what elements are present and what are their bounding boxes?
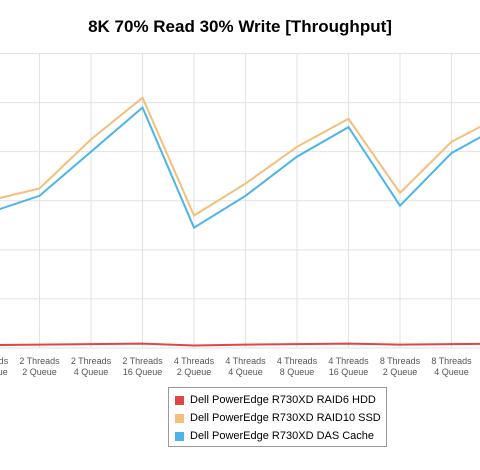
x-tick-label: 8 Threads 2 Queue: [380, 356, 421, 377]
series-line-0: [0, 342, 480, 347]
legend-label: Dell PowerEdge R730XD RAID6 HDD: [190, 394, 376, 406]
legend-swatch: [175, 413, 184, 423]
legend-label: Dell PowerEdge R730XD RAID10 SSD: [190, 412, 381, 424]
legend-swatch: [175, 395, 184, 405]
legend-label: Dell PowerEdge R730XD DAS Cache: [190, 430, 375, 442]
series-line-1: [0, 96, 480, 217]
x-tick-label: 4 Threads 8 Queue: [277, 356, 318, 377]
chart-title: 8K 70% Read 30% Write [Throughput]: [88, 17, 392, 36]
legend-item-0: Dell PowerEdge R730XD RAID6 HDD: [175, 391, 386, 409]
x-tick-label: 2 Threads 4 Queue: [71, 356, 112, 377]
legend-swatch: [175, 431, 184, 441]
x-tick-label: 4 Threads 2 Queue: [174, 356, 215, 377]
series-line-2: [0, 105, 480, 230]
x-tick-label: 8 Threads 4 Queue: [431, 356, 472, 377]
x-tick-label: 4 Threads 16 Queue: [328, 356, 369, 377]
legend-item-1: Dell PowerEdge R730XD RAID10 SSD: [175, 409, 386, 427]
grid-lines: [0, 53, 480, 349]
x-tick-label: 2 Threads 16 Queue: [122, 356, 163, 377]
series-lines: [0, 96, 480, 347]
x-tick-label: 2 Threads 2 Queue: [19, 356, 60, 377]
legend-item-2: Dell PowerEdge R730XD DAS Cache: [175, 427, 386, 445]
x-tick-label: 4 Threads 4 Queue: [225, 356, 266, 377]
legend: Dell PowerEdge R730XD RAID6 HDD Dell Powe…: [168, 387, 387, 447]
